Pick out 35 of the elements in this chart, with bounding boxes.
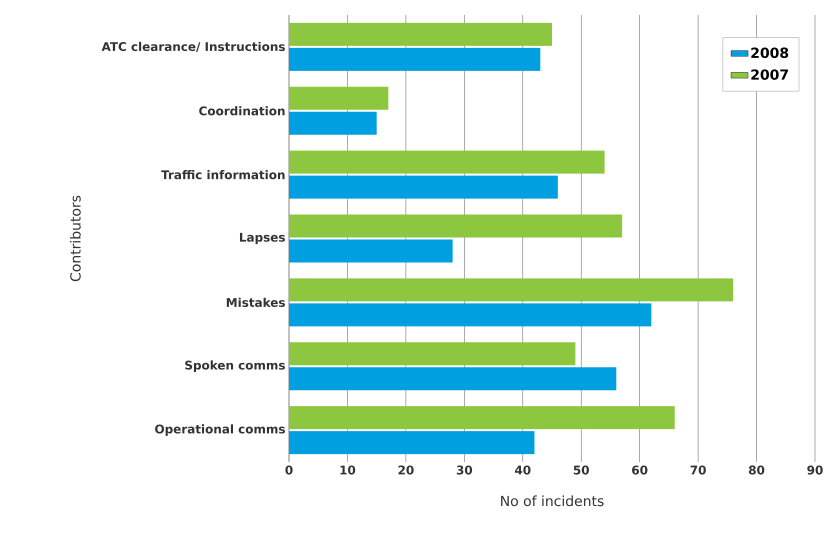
bar [289, 86, 388, 110]
x-tick-label: 60 [632, 466, 648, 475]
x-tick-label: 40 [514, 466, 531, 475]
bar [289, 406, 675, 430]
y-tick-label: Coordination [199, 106, 285, 116]
x-tick-label: 80 [748, 466, 764, 475]
bar [289, 214, 622, 238]
bar [289, 240, 453, 262]
y-tick-label: Operational comms [155, 424, 285, 436]
bar [289, 431, 534, 454]
legend-label: 2008 [751, 48, 788, 58]
x-tick-label: 50 [574, 466, 589, 475]
x-tick-label: 90 [807, 466, 823, 475]
x-tick-label: 0 [285, 466, 293, 475]
y-tick-label: Spoken comms [185, 360, 285, 372]
bar [289, 48, 540, 71]
bar [289, 278, 734, 302]
x-axis-title: No of incidents [501, 495, 604, 506]
y-axis-title: Contributors [70, 196, 81, 282]
x-tick-label: 10 [340, 466, 356, 475]
bar [289, 303, 652, 326]
y-tick-label: Traffic information [161, 170, 285, 180]
y-tick-label: ATC clearance/ Instructions [102, 42, 285, 52]
x-tick-label: 70 [690, 466, 706, 475]
bar [289, 150, 605, 174]
legend-label: 2007 [751, 69, 788, 80]
bar [289, 112, 377, 135]
bar [289, 367, 616, 390]
y-tick-label: Mistakes [226, 298, 285, 307]
bar [289, 176, 558, 199]
bar [289, 342, 576, 366]
y-tick-label: Lapses [240, 232, 285, 244]
x-tick-label: 20 [398, 466, 414, 475]
bar [289, 22, 552, 46]
x-tick-label: 30 [456, 466, 472, 475]
